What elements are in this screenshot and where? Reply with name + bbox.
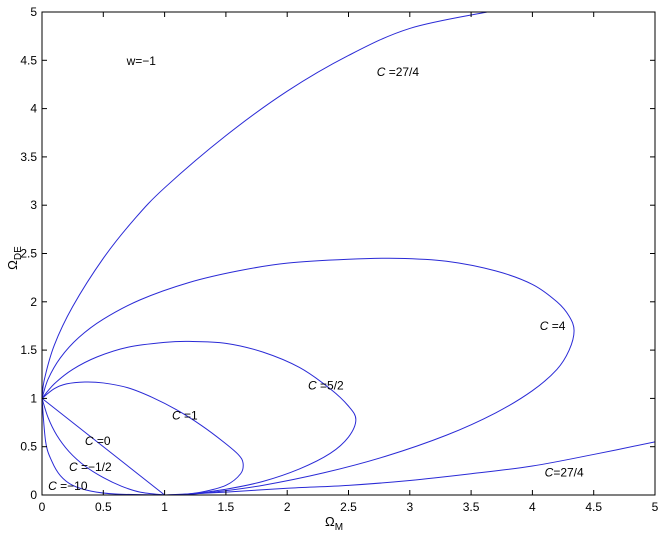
x-tick-label-5: 2.5 bbox=[340, 500, 357, 514]
series-line-7 bbox=[42, 398, 165, 495]
y-tick-label-8: 4 bbox=[30, 102, 37, 116]
x-axis-title-sub: M bbox=[335, 522, 343, 533]
series-line-3 bbox=[42, 340, 357, 495]
x-tick-label-8: 4 bbox=[529, 500, 536, 514]
curve-label-4: C =0 bbox=[85, 434, 111, 448]
ticks-group bbox=[41, 11, 656, 496]
x-tick-label-2: 1 bbox=[161, 500, 168, 514]
x-axis-title-main: Ω bbox=[325, 514, 335, 529]
y-tick-label-5: 2.5 bbox=[20, 247, 37, 261]
x-tick-label-1: 0.5 bbox=[95, 500, 112, 514]
x-tick-label-6: 3 bbox=[406, 500, 413, 514]
x-tick-label-7: 3.5 bbox=[463, 500, 480, 514]
x-tick-label-0: 0 bbox=[39, 500, 46, 514]
y-tick-label-10: 5 bbox=[30, 5, 37, 19]
curve-label-1: C =4 bbox=[540, 319, 566, 333]
curve-label-2: C =5/2 bbox=[308, 379, 344, 393]
y-axis-title-sub: DE bbox=[13, 246, 24, 260]
y-tick-label-3: 1.5 bbox=[20, 343, 37, 357]
curve-label-0: C =27/4 bbox=[377, 65, 420, 79]
series-line-6 bbox=[42, 398, 165, 495]
y-tick-label-7: 3.5 bbox=[20, 150, 37, 164]
series-line-0 bbox=[42, 12, 488, 399]
x-axis-title: ΩM bbox=[325, 514, 343, 533]
x-tick-label-9: 4.5 bbox=[585, 500, 602, 514]
tick-labels-group: 0 0.5 1 1.5 2 2.5 3 3.5 4 4.5 5 0 0.5 1 1.5 2 2.5 3 3.5 4 4.… bbox=[20, 5, 658, 514]
series-line-5 bbox=[42, 398, 165, 495]
annotation-text: w=−1 bbox=[126, 54, 157, 68]
curve-label-7: C=27/4 bbox=[545, 466, 584, 480]
y-tick-label-6: 3 bbox=[30, 198, 37, 212]
series-line-1 bbox=[164, 441, 655, 495]
y-tick-label-0: 0 bbox=[30, 488, 37, 502]
curve-label-5: C =−1/2 bbox=[69, 460, 112, 474]
series-line-4 bbox=[42, 381, 244, 495]
x-tick-label-4: 2 bbox=[284, 500, 291, 514]
series-line-2 bbox=[42, 257, 575, 495]
y-axis-title-main: Ω bbox=[5, 260, 20, 270]
plot-area-background bbox=[42, 12, 655, 495]
x-tick-label-3: 1.5 bbox=[218, 500, 235, 514]
y-tick-label-1: 0.5 bbox=[20, 440, 37, 454]
curve-labels-group: C =27/4 C =4 C =5/2 C =1 C =0 C =−1/2 C =−10 C=… bbox=[48, 65, 584, 493]
y-tick-label-2: 1 bbox=[30, 391, 37, 405]
curves-group bbox=[42, 12, 655, 495]
y-tick-label-9: 4.5 bbox=[20, 53, 37, 67]
y-axis-title: ΩDE bbox=[5, 246, 24, 270]
x-tick-label-10: 5 bbox=[652, 500, 659, 514]
y-tick-label-4: 2 bbox=[30, 295, 37, 309]
curve-label-6: C =−10 bbox=[48, 479, 88, 493]
curve-label-3: C =1 bbox=[172, 409, 198, 423]
